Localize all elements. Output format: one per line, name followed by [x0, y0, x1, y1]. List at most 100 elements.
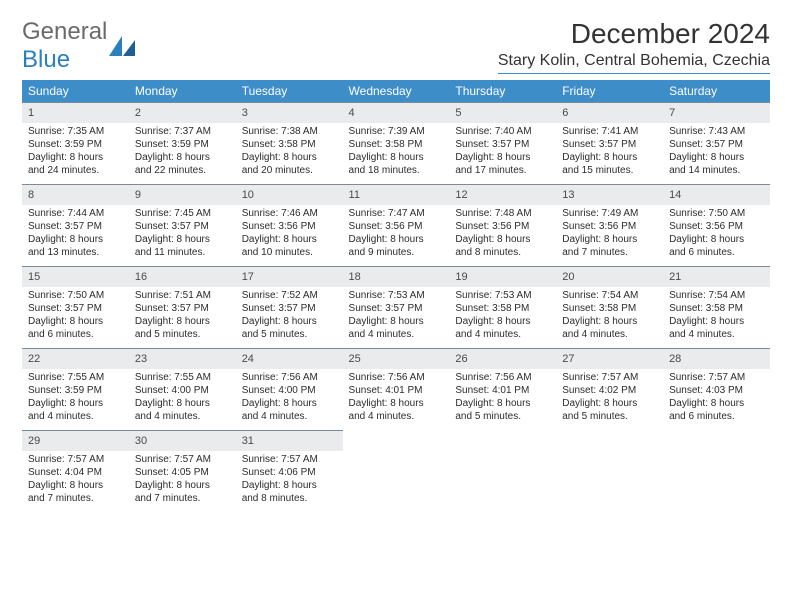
- sunrise-text: Sunrise: 7:47 AM: [349, 207, 444, 220]
- daylight-line1: Daylight: 8 hours: [242, 479, 337, 492]
- day-details: Sunrise: 7:54 AMSunset: 3:58 PMDaylight:…: [663, 287, 770, 345]
- daylight-line2: and 5 minutes.: [455, 410, 550, 423]
- daylight-line2: and 24 minutes.: [28, 164, 123, 177]
- sunrise-text: Sunrise: 7:41 AM: [562, 125, 657, 138]
- sunrise-text: Sunrise: 7:50 AM: [28, 289, 123, 302]
- calendar-day-cell: 21Sunrise: 7:54 AMSunset: 3:58 PMDayligh…: [663, 266, 770, 348]
- sunset-text: Sunset: 3:57 PM: [28, 302, 123, 315]
- calendar-day-cell: [343, 430, 450, 512]
- calendar-day-cell: 31Sunrise: 7:57 AMSunset: 4:06 PMDayligh…: [236, 430, 343, 512]
- calendar-day-cell: 12Sunrise: 7:48 AMSunset: 3:56 PMDayligh…: [449, 184, 556, 266]
- calendar-week-row: 1Sunrise: 7:35 AMSunset: 3:59 PMDaylight…: [22, 102, 770, 184]
- day-number: 2: [129, 102, 236, 123]
- sunset-text: Sunset: 3:56 PM: [669, 220, 764, 233]
- sunset-text: Sunset: 3:57 PM: [669, 138, 764, 151]
- calendar-day-cell: 23Sunrise: 7:55 AMSunset: 4:00 PMDayligh…: [129, 348, 236, 430]
- day-details: Sunrise: 7:47 AMSunset: 3:56 PMDaylight:…: [343, 205, 450, 263]
- header: General Blue December 2024 Stary Kolin, …: [22, 18, 770, 74]
- day-number: 9: [129, 184, 236, 205]
- sunrise-text: Sunrise: 7:54 AM: [562, 289, 657, 302]
- sunrise-text: Sunrise: 7:54 AM: [669, 289, 764, 302]
- day-details: Sunrise: 7:55 AMSunset: 4:00 PMDaylight:…: [129, 369, 236, 427]
- logo-text-1: General: [22, 18, 107, 45]
- calendar-day-cell: 13Sunrise: 7:49 AMSunset: 3:56 PMDayligh…: [556, 184, 663, 266]
- sunset-text: Sunset: 4:02 PM: [562, 384, 657, 397]
- calendar-header-row: SundayMondayTuesdayWednesdayThursdayFrid…: [22, 80, 770, 102]
- daylight-line1: Daylight: 8 hours: [562, 397, 657, 410]
- sunrise-text: Sunrise: 7:53 AM: [349, 289, 444, 302]
- sunrise-text: Sunrise: 7:56 AM: [455, 371, 550, 384]
- day-number: 29: [22, 430, 129, 451]
- day-details: Sunrise: 7:54 AMSunset: 3:58 PMDaylight:…: [556, 287, 663, 345]
- day-details: Sunrise: 7:51 AMSunset: 3:57 PMDaylight:…: [129, 287, 236, 345]
- sunset-text: Sunset: 4:00 PM: [242, 384, 337, 397]
- sunset-text: Sunset: 3:56 PM: [349, 220, 444, 233]
- daylight-line1: Daylight: 8 hours: [28, 233, 123, 246]
- calendar-day-cell: 24Sunrise: 7:56 AMSunset: 4:00 PMDayligh…: [236, 348, 343, 430]
- daylight-line2: and 4 minutes.: [242, 410, 337, 423]
- daylight-line2: and 13 minutes.: [28, 246, 123, 259]
- day-number: 12: [449, 184, 556, 205]
- calendar-day-cell: 6Sunrise: 7:41 AMSunset: 3:57 PMDaylight…: [556, 102, 663, 184]
- day-details: Sunrise: 7:46 AMSunset: 3:56 PMDaylight:…: [236, 205, 343, 263]
- day-details: Sunrise: 7:57 AMSunset: 4:03 PMDaylight:…: [663, 369, 770, 427]
- sunrise-text: Sunrise: 7:57 AM: [28, 453, 123, 466]
- day-number: 1: [22, 102, 129, 123]
- month-title: December 2024: [498, 18, 770, 50]
- calendar-day-cell: 8Sunrise: 7:44 AMSunset: 3:57 PMDaylight…: [22, 184, 129, 266]
- calendar-day-cell: [449, 430, 556, 512]
- day-number: 19: [449, 266, 556, 287]
- day-header: Wednesday: [343, 80, 450, 102]
- daylight-line2: and 5 minutes.: [242, 328, 337, 341]
- calendar-day-cell: 4Sunrise: 7:39 AMSunset: 3:58 PMDaylight…: [343, 102, 450, 184]
- calendar-day-cell: 1Sunrise: 7:35 AMSunset: 3:59 PMDaylight…: [22, 102, 129, 184]
- daylight-line2: and 4 minutes.: [135, 410, 230, 423]
- daylight-line2: and 4 minutes.: [562, 328, 657, 341]
- sunrise-text: Sunrise: 7:57 AM: [135, 453, 230, 466]
- day-details: Sunrise: 7:45 AMSunset: 3:57 PMDaylight:…: [129, 205, 236, 263]
- location: Stary Kolin, Central Bohemia, Czechia: [498, 52, 770, 74]
- day-details: Sunrise: 7:50 AMSunset: 3:56 PMDaylight:…: [663, 205, 770, 263]
- daylight-line1: Daylight: 8 hours: [562, 315, 657, 328]
- day-number: 22: [22, 348, 129, 369]
- daylight-line1: Daylight: 8 hours: [135, 315, 230, 328]
- sunrise-text: Sunrise: 7:56 AM: [242, 371, 337, 384]
- day-number: 17: [236, 266, 343, 287]
- day-details: Sunrise: 7:50 AMSunset: 3:57 PMDaylight:…: [22, 287, 129, 345]
- day-details: Sunrise: 7:56 AMSunset: 4:01 PMDaylight:…: [343, 369, 450, 427]
- day-number: 27: [556, 348, 663, 369]
- sunset-text: Sunset: 3:58 PM: [455, 302, 550, 315]
- day-number: 4: [343, 102, 450, 123]
- calendar-day-cell: 11Sunrise: 7:47 AMSunset: 3:56 PMDayligh…: [343, 184, 450, 266]
- daylight-line2: and 4 minutes.: [349, 410, 444, 423]
- day-details: Sunrise: 7:43 AMSunset: 3:57 PMDaylight:…: [663, 123, 770, 181]
- day-details: Sunrise: 7:53 AMSunset: 3:57 PMDaylight:…: [343, 287, 450, 345]
- sunrise-text: Sunrise: 7:53 AM: [455, 289, 550, 302]
- calendar-week-row: 29Sunrise: 7:57 AMSunset: 4:04 PMDayligh…: [22, 430, 770, 512]
- day-number: 7: [663, 102, 770, 123]
- daylight-line1: Daylight: 8 hours: [135, 233, 230, 246]
- day-details: Sunrise: 7:35 AMSunset: 3:59 PMDaylight:…: [22, 123, 129, 181]
- sunset-text: Sunset: 3:58 PM: [562, 302, 657, 315]
- day-details: Sunrise: 7:40 AMSunset: 3:57 PMDaylight:…: [449, 123, 556, 181]
- daylight-line2: and 5 minutes.: [562, 410, 657, 423]
- sunset-text: Sunset: 4:01 PM: [349, 384, 444, 397]
- daylight-line1: Daylight: 8 hours: [455, 233, 550, 246]
- sunrise-text: Sunrise: 7:52 AM: [242, 289, 337, 302]
- daylight-line1: Daylight: 8 hours: [135, 479, 230, 492]
- daylight-line2: and 14 minutes.: [669, 164, 764, 177]
- daylight-line1: Daylight: 8 hours: [28, 397, 123, 410]
- day-details: Sunrise: 7:57 AMSunset: 4:02 PMDaylight:…: [556, 369, 663, 427]
- daylight-line2: and 18 minutes.: [349, 164, 444, 177]
- sunrise-text: Sunrise: 7:57 AM: [562, 371, 657, 384]
- daylight-line1: Daylight: 8 hours: [669, 233, 764, 246]
- sunrise-text: Sunrise: 7:43 AM: [669, 125, 764, 138]
- daylight-line2: and 5 minutes.: [135, 328, 230, 341]
- day-header: Tuesday: [236, 80, 343, 102]
- calendar-day-cell: 5Sunrise: 7:40 AMSunset: 3:57 PMDaylight…: [449, 102, 556, 184]
- day-number: 28: [663, 348, 770, 369]
- title-block: December 2024 Stary Kolin, Central Bohem…: [498, 18, 770, 74]
- sunset-text: Sunset: 4:06 PM: [242, 466, 337, 479]
- sunrise-text: Sunrise: 7:55 AM: [135, 371, 230, 384]
- day-number: 6: [556, 102, 663, 123]
